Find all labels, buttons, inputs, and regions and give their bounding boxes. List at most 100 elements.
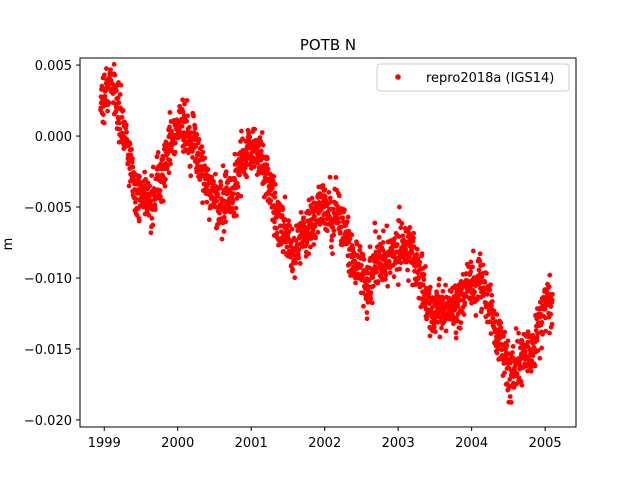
- data-point: [219, 236, 225, 242]
- data-point: [301, 220, 307, 226]
- y-axis: 0.005 0.000 −0.005 −0.010 −0.015 −0.020: [24, 59, 80, 429]
- data-point: [389, 248, 395, 254]
- data-point: [272, 219, 277, 225]
- data-point: [251, 164, 257, 170]
- data-point: [347, 236, 353, 242]
- data-point: [306, 251, 312, 257]
- y-tick-label: 0.000: [35, 130, 72, 145]
- data-point: [547, 330, 552, 336]
- data-point: [494, 312, 500, 317]
- data-point: [526, 354, 532, 360]
- data-point: [457, 297, 462, 303]
- data-point: [238, 193, 244, 199]
- data-point: [213, 171, 218, 177]
- data-point: [309, 195, 315, 201]
- data-point: [397, 266, 403, 272]
- data-point: [169, 128, 174, 134]
- data-point: [162, 183, 168, 189]
- data-point: [274, 230, 280, 236]
- data-point: [374, 269, 379, 275]
- x-tick-label: 2003: [382, 436, 415, 451]
- data-point: [130, 156, 135, 162]
- data-point: [255, 160, 260, 166]
- data-point: [115, 95, 121, 101]
- data-point: [353, 280, 358, 286]
- data-point: [530, 353, 536, 359]
- data-point: [546, 284, 552, 290]
- data-point: [543, 315, 548, 321]
- data-point: [292, 275, 298, 281]
- data-point: [489, 299, 495, 304]
- data-point: [359, 262, 364, 268]
- data-point: [193, 144, 199, 149]
- data-point: [118, 82, 124, 88]
- data-point: [184, 98, 190, 103]
- data-point: [547, 272, 553, 278]
- data-point: [494, 350, 500, 356]
- data-point: [534, 335, 540, 340]
- data-point: [513, 326, 519, 331]
- y-tick-label: −0.010: [24, 272, 72, 287]
- data-point: [550, 291, 555, 297]
- data-point: [435, 319, 441, 325]
- data-point: [168, 161, 173, 167]
- data-point: [453, 330, 459, 336]
- data-point: [114, 88, 119, 94]
- data-point: [194, 132, 200, 137]
- data-point: [498, 320, 504, 326]
- data-point: [476, 267, 482, 273]
- data-point: [289, 239, 294, 244]
- data-point: [281, 248, 286, 254]
- data-point: [453, 335, 459, 341]
- data-point: [235, 184, 241, 190]
- data-point: [101, 120, 107, 126]
- data-point: [137, 174, 142, 179]
- data-point: [396, 234, 402, 239]
- data-point: [148, 198, 154, 204]
- data-point: [369, 300, 375, 306]
- data-point: [414, 252, 420, 257]
- data-point: [370, 275, 376, 280]
- data-point: [385, 283, 391, 289]
- data-point: [205, 167, 211, 172]
- data-point: [331, 232, 337, 238]
- data-point: [116, 100, 122, 106]
- data-point: [502, 329, 508, 335]
- data-point: [138, 182, 144, 188]
- legend: repro2018a (IGS14): [376, 63, 570, 92]
- data-point: [190, 155, 195, 160]
- data-point: [330, 206, 336, 212]
- data-point: [301, 215, 306, 221]
- data-point: [342, 207, 347, 213]
- data-point: [217, 210, 222, 216]
- data-point: [331, 228, 337, 234]
- data-point: [372, 220, 378, 226]
- data-point: [427, 284, 433, 290]
- y-tick-label: −0.005: [24, 201, 72, 216]
- data-point: [102, 93, 108, 99]
- data-point: [232, 177, 238, 183]
- data-point: [312, 223, 318, 229]
- data-point: [322, 187, 328, 192]
- data-point: [229, 205, 235, 211]
- data-point: [215, 191, 221, 197]
- data-point: [493, 319, 499, 324]
- data-point: [386, 258, 392, 264]
- data-point: [458, 320, 464, 326]
- data-point: [111, 82, 116, 88]
- data-point: [204, 199, 210, 205]
- data-point: [548, 311, 554, 317]
- data-point: [549, 321, 555, 327]
- data-point: [200, 149, 206, 155]
- data-point: [272, 194, 278, 200]
- data-point: [192, 125, 198, 131]
- data-point: [244, 150, 250, 156]
- x-tick-label: 2005: [529, 436, 562, 451]
- data-point: [508, 360, 514, 366]
- data-point: [333, 175, 339, 180]
- data-point: [549, 297, 555, 303]
- data-point: [127, 141, 133, 147]
- data-point: [306, 211, 312, 216]
- data-point: [361, 303, 366, 309]
- data-point: [451, 319, 457, 325]
